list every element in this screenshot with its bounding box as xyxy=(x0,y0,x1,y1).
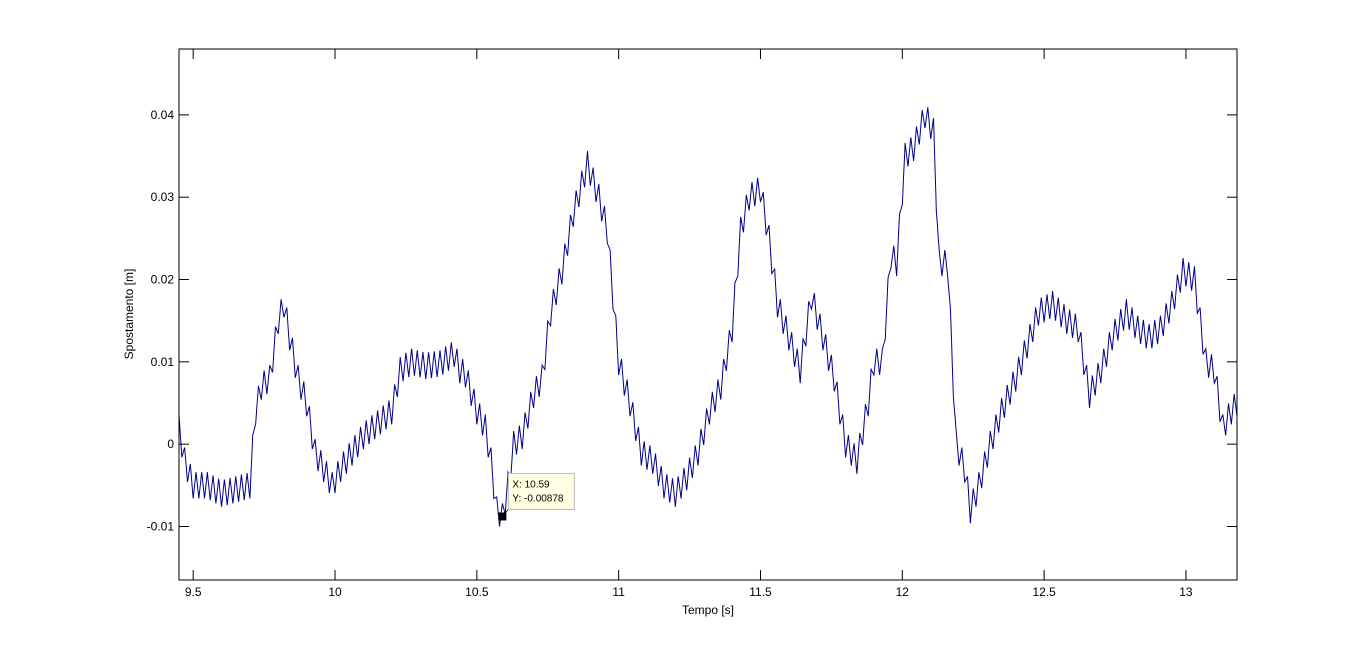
plot-area xyxy=(179,49,1237,580)
y-axis-label: Spostamento [m] xyxy=(122,269,136,360)
y-tick-label: 0 xyxy=(167,437,174,451)
datatip-box xyxy=(507,472,575,510)
x-tick-label: 9.5 xyxy=(185,585,202,599)
x-axis: 9.5 10 10.5 11 11.5 12 12.5 13 xyxy=(185,49,1193,599)
x-tick-label: 13 xyxy=(1179,585,1193,599)
y-tick-label: 0.04 xyxy=(151,108,175,122)
x-tick-label: 10 xyxy=(328,585,342,599)
datatip[interactable]: X: 10.59 Y: -0.00878 xyxy=(498,472,575,521)
x-tick-label: 10.5 xyxy=(465,585,489,599)
x-tick-label: 11.5 xyxy=(749,585,772,599)
x-tick-label: 12.5 xyxy=(1032,585,1056,599)
datatip-marker[interactable] xyxy=(498,512,507,521)
datatip-x-label: X: 10.59 xyxy=(512,479,550,490)
x-axis-label: Tempo [s] xyxy=(682,603,734,617)
y-tick-label: 0.02 xyxy=(151,273,175,287)
axes-box xyxy=(178,48,1238,581)
series-line[interactable] xyxy=(179,107,1237,527)
y-axis: -0.01 0 0.01 0.02 0.03 0.04 xyxy=(147,108,1237,533)
x-tick-label: 12 xyxy=(896,585,910,599)
y-tick-label: -0.01 xyxy=(147,519,175,533)
datatip-y-label: Y: -0.00878 xyxy=(512,493,564,504)
y-tick-label: 0.01 xyxy=(151,355,175,369)
y-tick-label: 0.03 xyxy=(151,190,175,204)
x-tick-label: 11 xyxy=(612,585,625,599)
